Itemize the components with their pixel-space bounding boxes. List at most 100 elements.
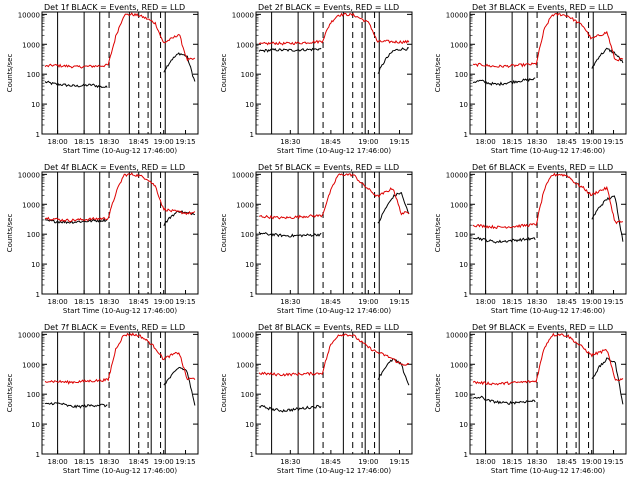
plot-frame [41, 11, 199, 135]
detector-panel: Det 3f BLACK = Events, RED = LLD 1 10 100 10… [434, 3, 627, 155]
x-tick-label: 19:00 [358, 458, 378, 466]
y-tick-label: 1 [250, 451, 254, 459]
panel-title: Det 8f BLACK = Events, RED = LLD [258, 323, 399, 332]
y-tick-label: 100 [455, 71, 468, 79]
lld-series-line [472, 332, 624, 386]
y-tick-label: 10000 [232, 171, 254, 179]
y-tick-label: 1000 [236, 41, 254, 49]
y-tick-label: 10 [459, 261, 468, 269]
x-tick-label: 19:15 [389, 458, 409, 466]
x-tick-label: 19:00 [358, 298, 378, 306]
x-tick-label: 18:45 [129, 458, 149, 466]
events-series-line [473, 236, 536, 244]
y-tick-label: 100 [27, 231, 40, 239]
y-tick-label: 1 [36, 451, 40, 459]
x-tick-label: 18:15 [74, 458, 94, 466]
plot-frame [469, 331, 627, 455]
x-axis-label: Start Time (10-Aug-12 17:46:00) [277, 467, 391, 475]
y-axis-label: Counts/sec [220, 214, 228, 253]
events-series-line [591, 195, 624, 242]
events-series-line [163, 52, 196, 82]
x-tick-label: 18:15 [74, 138, 94, 146]
x-tick-label: 18:30 [527, 138, 547, 146]
y-axis-label: Counts/sec [6, 54, 14, 93]
events-series-line [377, 46, 410, 74]
y-tick-label: 1000 [450, 41, 468, 49]
panel-title: Det 6f BLACK = Events, RED = LLD [472, 163, 613, 172]
x-tick-label: 18:30 [99, 138, 119, 146]
plot-frame [255, 331, 413, 455]
x-tick-label: 18:15 [502, 298, 522, 306]
panel-title: Det 2f BLACK = Events, RED = LLD [258, 3, 399, 12]
y-axis-label: Counts/sec [220, 54, 228, 93]
y-tick-label: 1 [36, 291, 40, 299]
x-tick-label: 18:45 [557, 138, 577, 146]
x-tick-label: 18:45 [557, 458, 577, 466]
events-series-line [44, 80, 108, 89]
x-tick-label: 19:15 [175, 138, 195, 146]
lld-series-line [472, 12, 624, 69]
y-tick-label: 100 [241, 391, 254, 399]
events-series-line [472, 395, 536, 405]
y-tick-label: 1000 [236, 201, 254, 209]
events-series-line [44, 217, 108, 225]
plot-frame [469, 11, 627, 135]
x-tick-label: 18:00 [48, 138, 68, 146]
y-axis-label: Counts/sec [434, 374, 442, 413]
y-tick-label: 10 [245, 261, 254, 269]
lld-series-line [44, 332, 196, 385]
x-tick-label: 18:45 [321, 298, 341, 306]
panel-title: Det 4f BLACK = Events, RED = LLD [44, 163, 185, 172]
x-tick-label: 18:45 [321, 458, 341, 466]
y-tick-label: 1 [464, 451, 468, 459]
x-tick-label: 19:15 [389, 138, 409, 146]
y-tick-label: 1000 [22, 41, 40, 49]
events-series-line [258, 404, 322, 413]
x-tick-label: 19:15 [389, 298, 409, 306]
x-tick-label: 18:00 [476, 138, 496, 146]
y-tick-label: 1000 [22, 361, 40, 369]
x-tick-label: 19:00 [582, 458, 602, 466]
detector-panel: Det 8f BLACK = Events, RED = LLD 1 10 100 10… [220, 323, 413, 475]
events-series-line [163, 366, 196, 406]
panel-title: Det 9f BLACK = Events, RED = LLD [472, 323, 613, 332]
x-tick-label: 18:30 [280, 138, 300, 146]
plot-frame [41, 331, 199, 455]
detector-panel: Det 6f BLACK = Events, RED = LLD 1 10 100 10… [434, 163, 627, 315]
detector-panel: Det 2f BLACK = Events, RED = LLD 1 10 100 10… [220, 3, 413, 155]
lld-series-line [44, 12, 196, 69]
plot-frame [469, 171, 627, 295]
detector-panel: Det 4f BLACK = Events, RED = LLD 1 10 100 10… [6, 163, 199, 315]
x-tick-label: 18:15 [502, 138, 522, 146]
x-tick-label: 18:30 [280, 298, 300, 306]
x-tick-label: 18:45 [129, 298, 149, 306]
y-tick-label: 100 [27, 391, 40, 399]
events-series-line [591, 47, 624, 69]
y-tick-label: 10 [459, 421, 468, 429]
x-tick-label: 18:30 [527, 298, 547, 306]
x-tick-label: 19:00 [154, 458, 174, 466]
y-tick-label: 10 [31, 261, 40, 269]
x-tick-label: 18:15 [502, 458, 522, 466]
detector-panel: Det 1f BLACK = Events, RED = LLD 1 10 100 10… [6, 3, 199, 155]
panel-title: Det 5f BLACK = Events, RED = LLD [258, 163, 399, 172]
y-axis-label: Counts/sec [6, 374, 14, 413]
detector-panel: Det 7f BLACK = Events, RED = LLD 1 10 100 10… [6, 323, 199, 475]
x-axis-label: Start Time (10-Aug-12 17:46:00) [277, 147, 391, 155]
x-tick-label: 19:15 [603, 458, 623, 466]
events-series-line [472, 77, 536, 87]
x-tick-label: 19:15 [175, 298, 195, 306]
panel-title: Det 3f BLACK = Events, RED = LLD [472, 3, 613, 12]
y-tick-label: 1000 [450, 201, 468, 209]
x-tick-label: 18:00 [476, 298, 496, 306]
y-axis-label: Counts/sec [434, 54, 442, 93]
y-tick-label: 1 [464, 131, 468, 139]
x-axis-label: Start Time (10-Aug-12 17:46:00) [277, 307, 391, 315]
x-tick-label: 18:30 [280, 458, 300, 466]
y-tick-label: 1000 [236, 361, 254, 369]
lld-series-line [472, 172, 624, 230]
y-tick-label: 1 [250, 131, 254, 139]
x-axis-label: Start Time (10-Aug-12 17:46:00) [491, 147, 605, 155]
y-tick-label: 10 [31, 421, 40, 429]
x-axis-label: Start Time (10-Aug-12 17:46:00) [491, 307, 605, 315]
